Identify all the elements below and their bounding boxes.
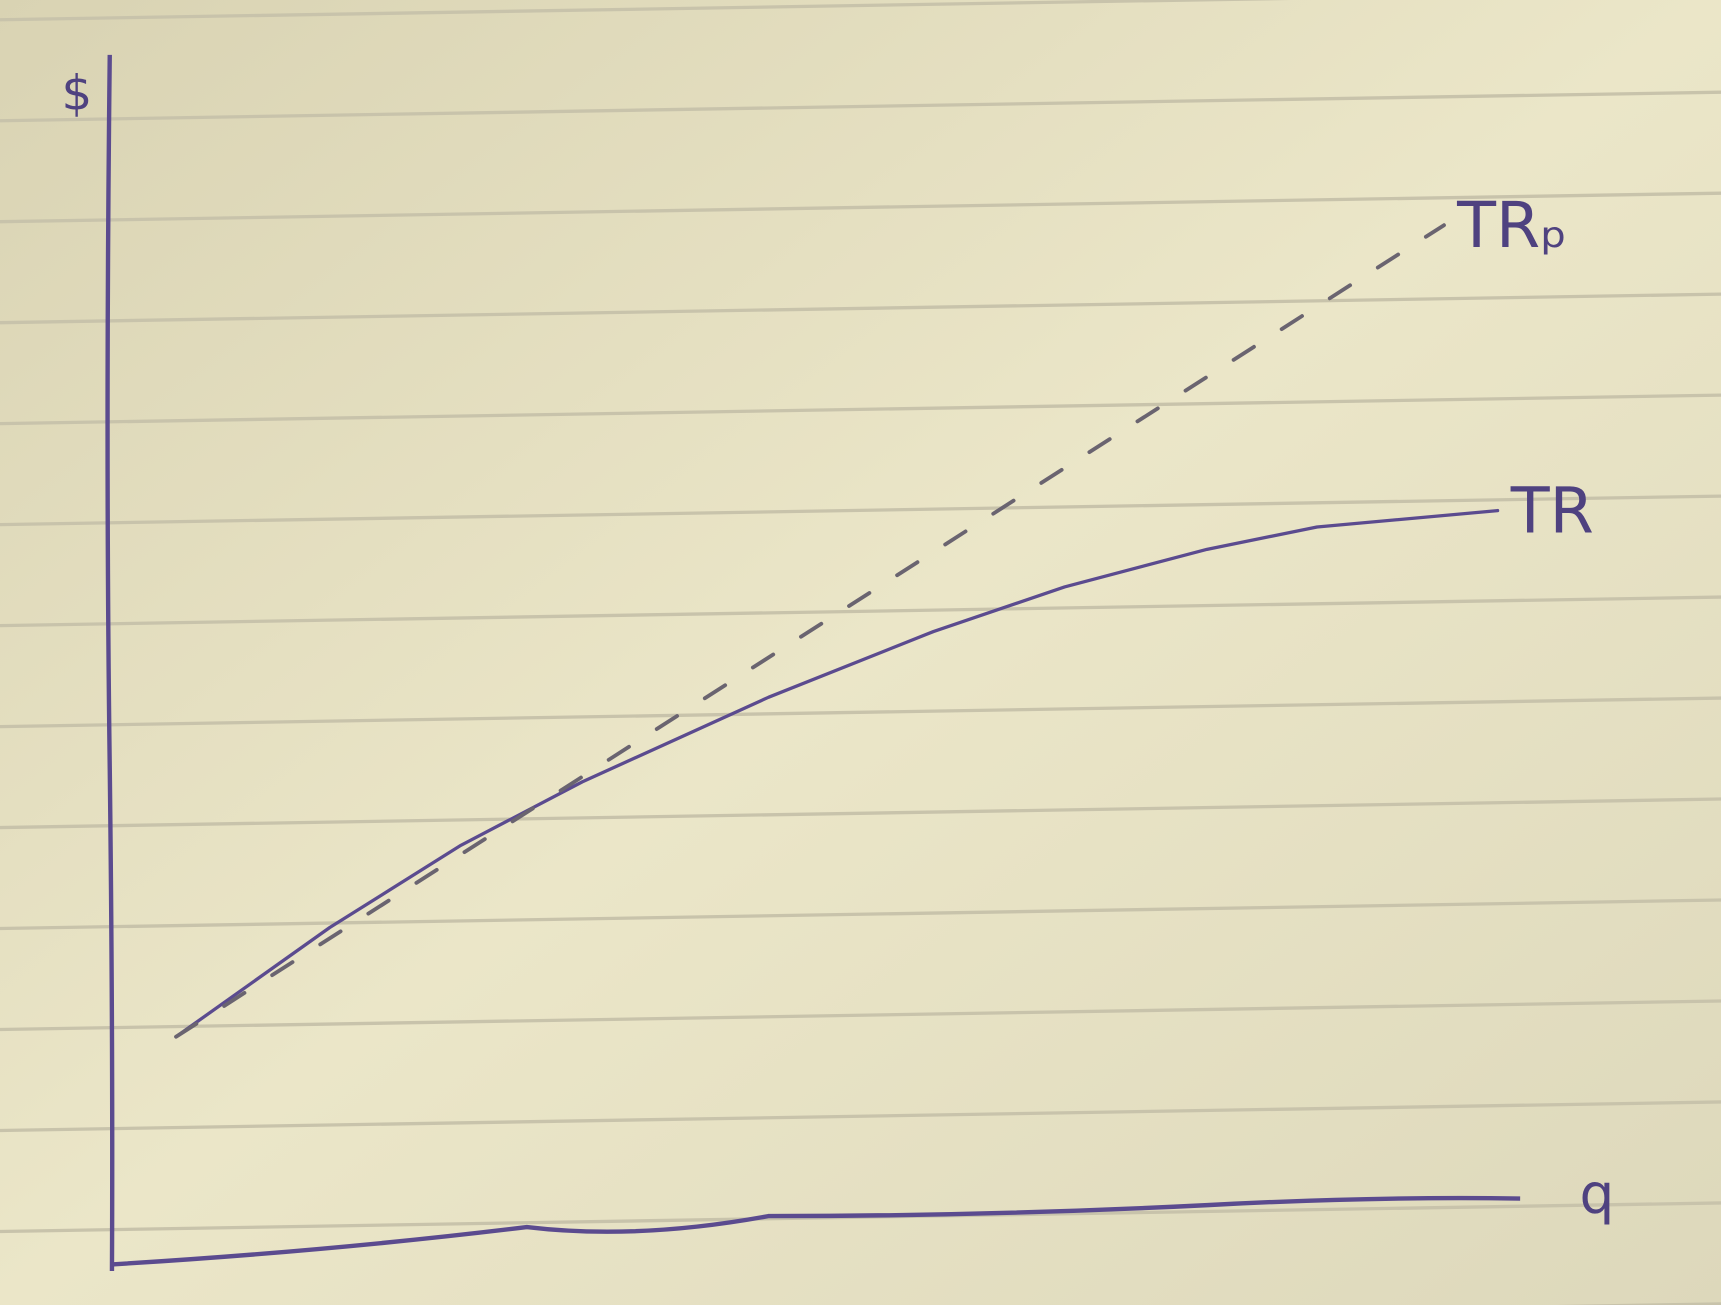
x-axis-label: q	[1580, 1162, 1615, 1226]
series-line	[174, 508, 1500, 1039]
y-axis-label: $	[61, 66, 92, 122]
paper-rule	[0, 494, 1721, 527]
paper-rule	[0, 393, 1721, 426]
paper-rule	[0, 0, 1291, 22]
paper-rule	[0, 999, 1721, 1032]
paper-rule	[0, 696, 1721, 729]
x-axis	[111, 1195, 1521, 1267]
series-label: TR	[1510, 475, 1594, 549]
paper-rule	[0, 292, 1721, 325]
paper-rule	[0, 191, 1721, 224]
paper-rule	[0, 1100, 1721, 1133]
paper-rule	[0, 90, 1721, 123]
paper-rule	[0, 898, 1721, 931]
paper-rule	[0, 797, 1721, 830]
paper-rule	[0, 595, 1721, 628]
y-axis	[105, 54, 115, 1271]
series-label: TRₚ	[1456, 189, 1567, 263]
series-line	[174, 223, 1446, 1039]
